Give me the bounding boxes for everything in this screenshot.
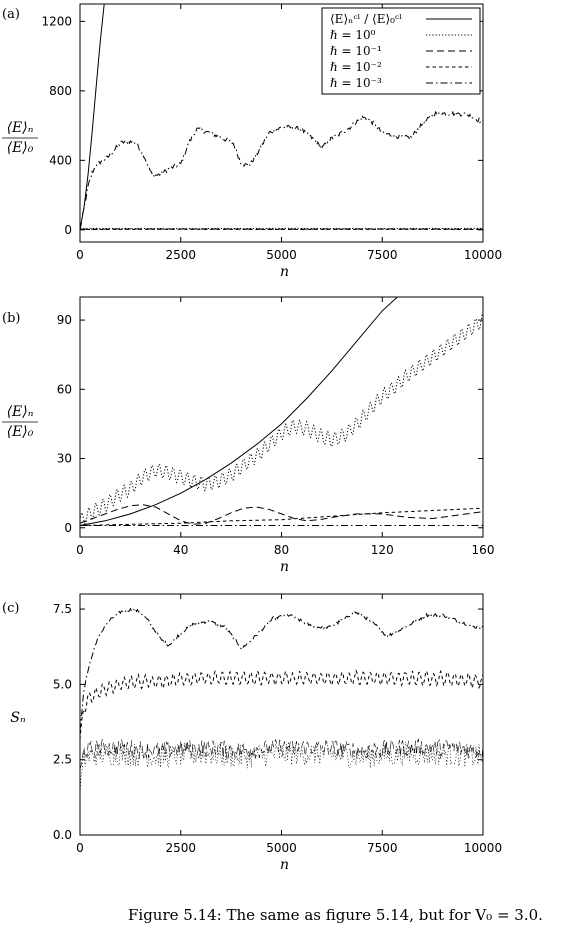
x-tick-label: 5000 [266, 841, 297, 855]
y-axis-label-numerator: ⟨E⟩ₙ [7, 404, 34, 420]
legend-label: ℏ = 10⁻¹ [330, 44, 382, 58]
panel-label: (b) [2, 311, 20, 326]
x-tick-label: 2500 [165, 248, 196, 262]
series-line-short-dash [80, 669, 483, 740]
x-tick-label: 7500 [367, 841, 398, 855]
panel-a: 0 2500 5000 7500 10000 0 400 800 1200 (a) n ⟨E⟩ₙ ⟨E⟩… [2, 3, 502, 280]
y-tick-label: 0.0 [53, 828, 72, 842]
panel-b: 0 40 80 120 160 0 30 60 90 (b) n ⟨E⟩ₙ ⟨E⟩₀ [2, 296, 495, 575]
x-tick-label: 0 [76, 248, 84, 262]
series-line-solid [80, 4, 107, 230]
y-tick-label: 0 [64, 521, 72, 535]
series-line-dash-dot [80, 110, 483, 230]
plot-frame [79, 593, 484, 836]
panel-label: (a) [2, 7, 20, 22]
y-tick-label: 0 [64, 223, 72, 237]
x-axis-label: n [280, 264, 289, 280]
x-tick-label: 7500 [367, 248, 398, 262]
y-tick-label: 2.5 [53, 753, 72, 767]
series-line-dotted [80, 741, 483, 796]
series-group [80, 4, 483, 231]
plot-frame [79, 296, 484, 538]
x-tick-label: 160 [472, 543, 495, 557]
x-axis-label: n [280, 857, 289, 873]
x-axis-label: n [280, 559, 289, 575]
x-tick-label: 2500 [165, 841, 196, 855]
series-line-dotted [80, 313, 483, 526]
series-line-solid [80, 297, 398, 526]
series-group [80, 297, 483, 526]
y-axis-label-numerator: ⟨E⟩ₙ [7, 120, 34, 136]
figure-caption: Figure 5.14: The same as figure 5.14, bu… [128, 906, 543, 924]
legend: ⟨E⟩ₙᶜˡ / ⟨E⟩₀ᶜˡ ℏ = 10⁰ ℏ = 10⁻¹ ℏ = 10⁻² ℏ … [321, 7, 481, 95]
y-axis-label: Sₙ [10, 710, 26, 726]
legend-label: ℏ = 10⁻² [330, 60, 382, 74]
y-axis-label-denominator: ⟨E⟩₀ [7, 424, 34, 440]
y-tick-label: 800 [49, 84, 72, 98]
y-tick-label: 60 [57, 382, 72, 396]
x-tick-label: 120 [371, 543, 394, 557]
x-tick-label: 80 [274, 543, 289, 557]
series-line-long-dash [80, 738, 483, 769]
legend-label: ℏ = 10⁻³ [330, 76, 382, 90]
y-tick-label: 90 [57, 313, 72, 327]
x-tick-label: 40 [173, 543, 188, 557]
x-tick-label: 10000 [464, 841, 502, 855]
y-tick-label: 7.5 [53, 602, 72, 616]
y-axis-label-denominator: ⟨E⟩₀ [7, 140, 34, 156]
legend-label: ℏ = 10⁰ [330, 28, 376, 42]
y-tick-label: 1200 [41, 14, 72, 28]
series-group [80, 607, 483, 796]
y-tick-label: 400 [49, 153, 72, 167]
series-line-dash-dot [80, 607, 483, 731]
legend-label: ⟨E⟩ₙᶜˡ / ⟨E⟩₀ᶜˡ [330, 12, 402, 26]
x-tick-label: 5000 [266, 248, 297, 262]
y-tick-label: 30 [57, 452, 72, 466]
panel-label: (c) [2, 601, 19, 616]
y-tick-label: 5.0 [53, 677, 72, 691]
x-tick-label: 0 [76, 543, 84, 557]
series-line-short-dash [80, 507, 483, 526]
panel-c: 0 2500 5000 7500 10000 0.0 2.5 5.0 7.5 (c) n Sₙ [2, 593, 502, 873]
x-tick-label: 10000 [464, 248, 502, 262]
series-line-long-dash [80, 504, 483, 525]
x-tick-label: 0 [76, 841, 84, 855]
